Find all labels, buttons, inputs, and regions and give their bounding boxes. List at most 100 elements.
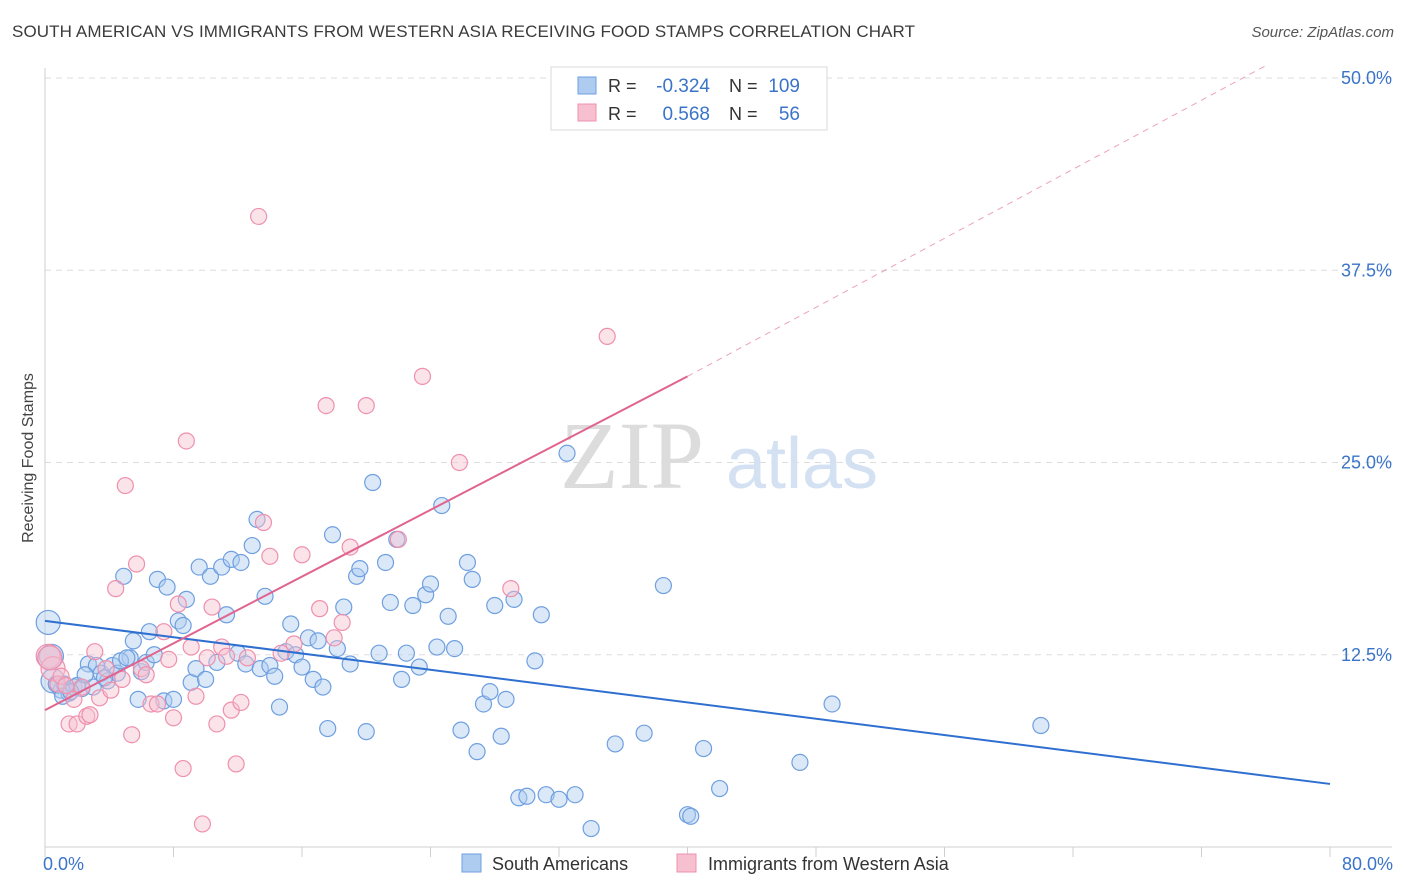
data-point (351, 560, 369, 578)
data-point (137, 666, 155, 684)
data-point (309, 632, 327, 650)
data-point (314, 678, 332, 696)
data-point (711, 779, 729, 798)
data-point (463, 570, 481, 588)
data-point (164, 709, 183, 727)
data-point (124, 632, 142, 650)
data-point (142, 695, 160, 713)
data-point (116, 476, 134, 495)
data-point (123, 726, 141, 744)
data-point (40, 655, 66, 682)
legend-swatch-pink (577, 103, 597, 122)
data-point (243, 536, 261, 555)
data-point (445, 639, 464, 658)
data-point (102, 681, 120, 699)
data-point (261, 656, 279, 675)
data-point (52, 667, 70, 685)
data-point (413, 367, 432, 385)
data-point (272, 644, 290, 662)
data-point (502, 580, 520, 598)
data-point (254, 513, 273, 532)
data-point (177, 590, 195, 608)
data-point (323, 526, 342, 544)
data-point (140, 623, 159, 641)
watermark: ZIP atlas (560, 402, 878, 509)
grid-lines (45, 77, 1392, 656)
legend-bottom: South Americans Immigrants from Western … (461, 853, 950, 874)
data-point (174, 616, 192, 635)
data-point (299, 629, 318, 647)
data-point (238, 649, 256, 667)
data-point (311, 600, 329, 618)
data-point (532, 606, 550, 624)
data-point (282, 615, 300, 633)
data-point (169, 612, 187, 630)
data-point (376, 553, 395, 572)
legend-n-label-blue: N = (729, 76, 758, 96)
x-tick-labels: 0.0% 80.0% (43, 854, 1393, 874)
data-point (458, 553, 477, 572)
data-point (261, 547, 279, 565)
data-point (333, 613, 351, 632)
y-tick-label: 12.5% (1341, 645, 1392, 665)
trend-line-western-asia (44, 375, 688, 712)
y-tick-labels: 12.5% 25.0% 37.5% 50.0% (1341, 68, 1392, 665)
x-tick-label: 80.0% (1342, 854, 1393, 874)
data-point (682, 807, 700, 825)
legend-top: R = -0.324 N = 109 R = 0.568 N = 56 (550, 66, 828, 131)
legend-bottom-swatch-pink (676, 853, 697, 873)
data-point (270, 698, 289, 716)
data-point (392, 670, 411, 688)
data-point (129, 690, 147, 708)
legend-r-label-pink: R = (608, 104, 637, 124)
legend-r-value-blue: -0.324 (656, 76, 710, 97)
data-point (293, 546, 311, 564)
data-point (421, 575, 440, 593)
data-point (285, 635, 303, 653)
data-point (598, 327, 616, 345)
data-point (450, 453, 469, 472)
data-point (389, 530, 407, 549)
data-point (217, 647, 236, 665)
data-point (118, 649, 136, 667)
trend-lines (44, 65, 1331, 785)
data-point (127, 555, 146, 573)
data-point (417, 586, 435, 604)
data-point (486, 596, 504, 615)
data-point (694, 739, 713, 758)
data-point (232, 553, 250, 572)
data-point (468, 743, 486, 761)
data-point (452, 721, 470, 739)
data-point (518, 787, 536, 805)
data-point (357, 396, 375, 415)
data-point (250, 207, 268, 226)
data-point (203, 598, 221, 616)
data-point (208, 715, 226, 733)
data-point (174, 759, 192, 778)
data-point (582, 819, 600, 838)
data-point (558, 444, 576, 462)
data-point (335, 598, 353, 616)
legend-n-label-pink: N = (729, 104, 758, 124)
data-point (635, 724, 653, 742)
y-tick-label: 37.5% (1341, 260, 1392, 280)
data-point (357, 723, 375, 741)
data-point (537, 786, 555, 804)
data-point (81, 706, 99, 724)
data-point (158, 578, 176, 596)
data-point (160, 650, 178, 668)
y-tick-label: 25.0% (1341, 453, 1392, 473)
data-point (433, 496, 451, 515)
data-point (364, 473, 382, 492)
data-point (113, 670, 131, 688)
data-point (86, 643, 104, 661)
data-point (381, 593, 399, 612)
x-tick-label: 0.0% (43, 854, 84, 874)
series-western-asia (35, 207, 616, 833)
data-point (198, 649, 216, 667)
data-point (266, 667, 284, 685)
y-axis-label: Receiving Food Stamps (20, 373, 37, 543)
data-point (232, 693, 250, 712)
legend-bottom-label-blue: South Americans (492, 854, 628, 874)
